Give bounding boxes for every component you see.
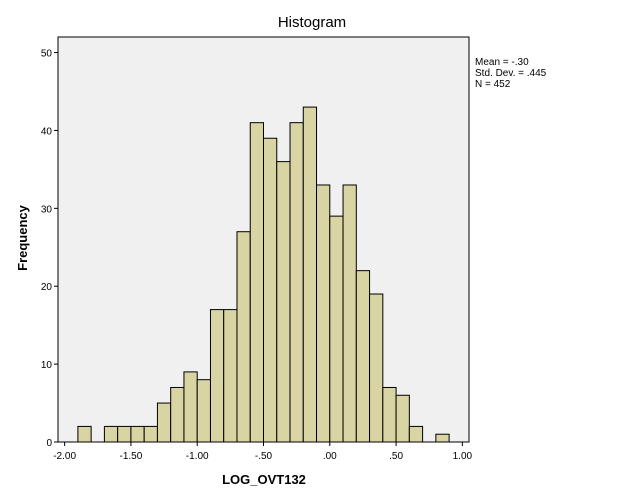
histogram-bar bbox=[276, 161, 291, 443]
stats-n: N = 452 bbox=[475, 79, 511, 90]
histogram-bar bbox=[435, 433, 450, 443]
histogram-bar bbox=[329, 215, 344, 443]
histogram-bar bbox=[196, 379, 211, 443]
x-axis-ticks: -2.00 -1.50 -1.00 -.50 .00 .50 1.00 bbox=[53, 442, 473, 462]
y-axis-ticks: 0 10 20 30 40 50 bbox=[41, 49, 58, 449]
y-tick-label: 40 bbox=[41, 126, 53, 137]
histogram-bar bbox=[316, 184, 331, 443]
histogram-bar bbox=[130, 425, 145, 443]
histogram-bar bbox=[302, 106, 318, 443]
histogram-bar bbox=[263, 137, 278, 443]
histogram-bar bbox=[236, 231, 251, 443]
histogram-bar bbox=[342, 184, 357, 443]
histogram-bar bbox=[382, 386, 397, 443]
histogram-bar bbox=[143, 425, 158, 443]
y-tick-label: 10 bbox=[41, 360, 53, 371]
histogram-bar bbox=[77, 425, 92, 443]
x-tick-label: -2.00 bbox=[53, 451, 76, 462]
y-tick-label: 20 bbox=[41, 282, 53, 293]
histogram-bar bbox=[223, 309, 238, 443]
histogram-bar bbox=[156, 402, 172, 443]
stats-mean: Mean = -.30 bbox=[475, 57, 529, 68]
x-tick-label: .50 bbox=[389, 451, 403, 462]
x-tick-label: .00 bbox=[323, 451, 337, 462]
histogram-bar bbox=[103, 425, 119, 443]
y-axis-label: Frequency bbox=[15, 204, 30, 271]
histogram-bar bbox=[249, 122, 265, 443]
histogram-bar bbox=[289, 122, 304, 443]
histogram-bar bbox=[183, 371, 198, 443]
x-tick-label: 1.00 bbox=[453, 451, 473, 462]
x-axis-label: LOG_OVT132 bbox=[222, 472, 306, 487]
y-tick-label: 30 bbox=[41, 204, 53, 215]
histogram-bar bbox=[369, 293, 384, 443]
chart-title: Histogram bbox=[278, 14, 346, 31]
bars-group bbox=[77, 106, 450, 443]
x-tick-label: -1.50 bbox=[120, 451, 143, 462]
x-tick-label: -1.00 bbox=[186, 451, 209, 462]
x-tick-label: -.50 bbox=[255, 451, 273, 462]
y-tick-label: 50 bbox=[41, 49, 53, 60]
stats-std-dev: Std. Dev. = .445 bbox=[475, 68, 547, 79]
y-tick-label: 0 bbox=[46, 438, 52, 449]
histogram-bar bbox=[395, 394, 410, 443]
histogram-bar bbox=[355, 270, 371, 443]
histogram-bar bbox=[209, 309, 225, 443]
histogram-bar bbox=[117, 425, 132, 443]
histogram-bar bbox=[408, 425, 424, 443]
histogram-bar bbox=[170, 386, 185, 443]
